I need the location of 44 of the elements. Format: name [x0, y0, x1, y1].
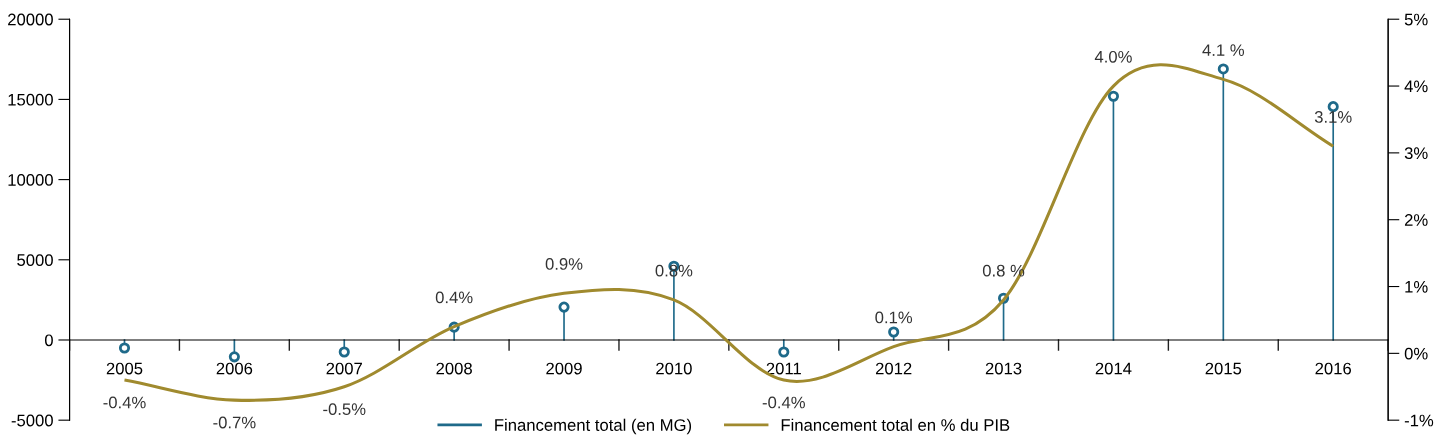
y2-tick-label: 0% [1404, 347, 1428, 360]
point [888, 326, 900, 338]
x-tick-label: 2014 [1095, 362, 1132, 375]
x-tick-label: 2012 [875, 362, 912, 375]
y-tick-label: 20000 [8, 13, 53, 26]
point [338, 346, 350, 358]
data-label: 0.1% [875, 311, 913, 324]
x-tick-label: 2006 [216, 362, 253, 375]
data-label: -0.5% [323, 403, 366, 416]
x-tick-label: 2013 [985, 362, 1022, 375]
data-label: 0.9% [545, 258, 583, 270]
data-label: -0.4% [103, 396, 146, 409]
y-tick-label: 10000 [8, 174, 53, 186]
data-label: 0.4% [435, 291, 473, 304]
x-tick-label: 2009 [546, 362, 582, 375]
point [1217, 63, 1229, 75]
legend-label: Financement total en % du PIB [781, 418, 1010, 431]
point [118, 342, 131, 354]
y-tick-label: -5000 [11, 414, 53, 427]
x-tick-label: 2008 [436, 362, 472, 375]
y-tick-label: 5000 [17, 254, 53, 266]
data-label: 4.0% [1094, 50, 1132, 63]
x-tick-label: 2016 [1315, 362, 1352, 375]
y2-tick-label: 3% [1404, 147, 1428, 160]
y2-tick-label: 2% [1404, 214, 1428, 226]
y2-tick-label: 1% [1405, 281, 1428, 293]
x-tick-label: 2005 [106, 362, 143, 375]
y2-tick-label: 4% [1404, 80, 1428, 93]
x-tick-label: 2010 [656, 362, 692, 375]
data-label: -0.7% [213, 416, 256, 429]
x-tick-label: 2011 [766, 362, 801, 375]
y2-tick-label: -1% [1404, 414, 1434, 427]
point [558, 301, 570, 313]
legend-label: Financement total (en MG) [495, 418, 692, 435]
point [778, 346, 790, 358]
data-label: 4.1 % [1202, 44, 1245, 56]
point [1107, 90, 1119, 102]
x-tick-label: 2015 [1205, 362, 1242, 375]
data-label: -0.4% [762, 396, 805, 409]
x-tick-label: 2007 [326, 362, 362, 375]
y-tick-label: 0 [44, 334, 53, 347]
point [228, 351, 240, 363]
y2-tick-label: 5% [1404, 13, 1428, 26]
y-tick-label: 15000 [8, 93, 53, 106]
